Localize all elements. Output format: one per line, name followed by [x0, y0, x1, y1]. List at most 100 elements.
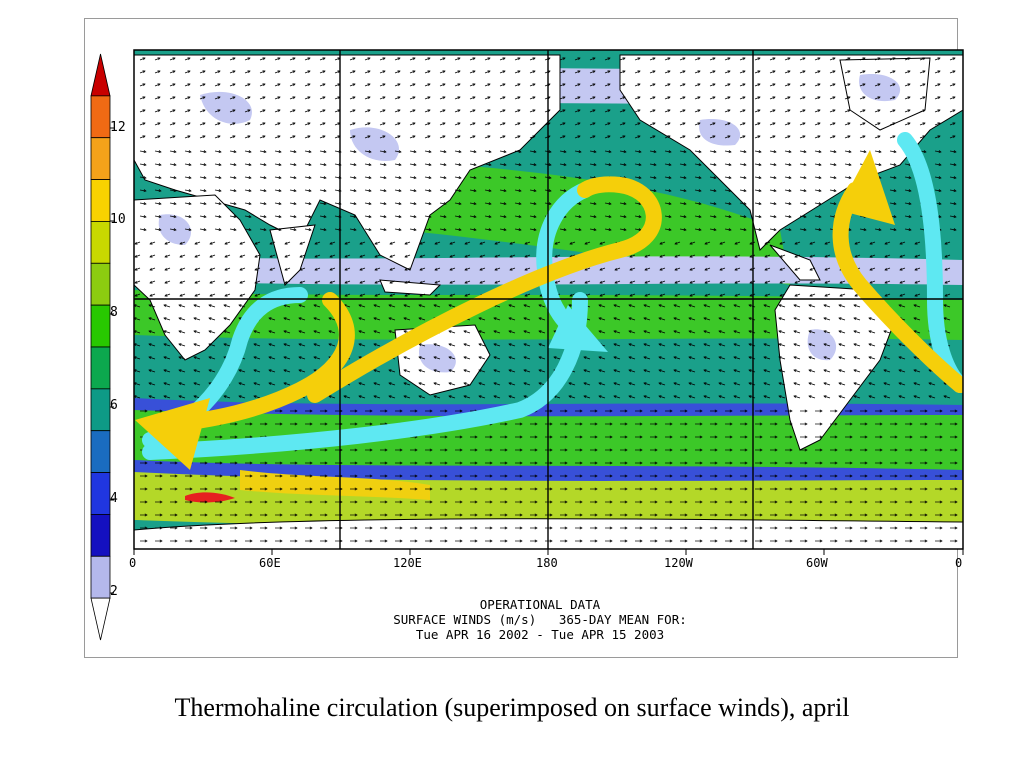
wind-vector-head: [643, 356, 647, 360]
wind-vector-head: [248, 150, 252, 154]
wind-vector-head: [238, 369, 242, 373]
wind-vector-head: [884, 267, 888, 271]
wind-vector-head: [698, 150, 702, 154]
wind-vector: [784, 189, 792, 192]
wind-vector-head: [434, 254, 438, 258]
wind-vector-head: [384, 513, 388, 517]
wind-vector-head: [779, 254, 783, 258]
wind-vector-head: [757, 122, 761, 126]
wind-vector-head: [352, 122, 356, 126]
wind-vector: [433, 382, 441, 386]
wind-vector-head: [503, 215, 507, 219]
wind-vector-head: [869, 254, 873, 258]
wind-vector-head: [712, 83, 716, 87]
wind-vector: [299, 241, 306, 245]
wind-vector-head: [457, 122, 461, 126]
wind-vector-head: [178, 343, 182, 347]
wind-vector-head: [773, 150, 777, 154]
wind-vector: [169, 189, 177, 192]
wind-vector: [484, 189, 492, 192]
wind-vector-head: [533, 202, 537, 206]
wind-vector-head: [493, 330, 497, 334]
wind-vector-head: [397, 57, 401, 61]
wind-vector: [199, 215, 207, 218]
wind-vector: [314, 254, 321, 258]
wind-vector: [454, 228, 462, 231]
wind-vector: [454, 83, 461, 87]
wind-vector-head: [613, 382, 617, 386]
wind-vector: [688, 369, 696, 373]
wind-vector-head: [743, 150, 747, 154]
wind-vector-head: [789, 487, 793, 491]
wind-vector: [904, 189, 912, 192]
wind-vector: [613, 304, 621, 308]
wind-vector-head: [178, 317, 182, 321]
wind-vector: [154, 135, 161, 139]
wind-vector-head: [219, 461, 223, 465]
wind-vector: [583, 369, 591, 373]
wind-vector: [508, 356, 516, 360]
wind-vector-head: [234, 435, 238, 439]
wind-vector-head: [322, 96, 326, 100]
wind-vector-head: [764, 293, 768, 297]
wind-vector-head: [774, 539, 778, 543]
wind-vector-head: [599, 293, 603, 297]
wind-vector-head: [578, 202, 582, 206]
wind-vector-head: [793, 317, 797, 321]
wind-vector-head: [144, 461, 148, 465]
wind-vector-head: [804, 513, 808, 517]
wind-vector-head: [399, 539, 403, 543]
wind-vector-head: [779, 280, 783, 284]
wind-vector: [274, 57, 281, 61]
wind-vector-head: [909, 409, 913, 413]
wind-vector-head: [414, 539, 418, 543]
wind-vector-head: [444, 435, 448, 439]
wind-vector: [199, 57, 206, 61]
colorbar-label-4: 4: [110, 491, 118, 506]
wind-vector: [829, 70, 836, 74]
wind-vector: [778, 343, 786, 347]
wind-vector: [149, 254, 156, 258]
wind-vector-head: [472, 83, 476, 87]
wind-vector-head: [719, 267, 723, 271]
wind-vector: [283, 356, 291, 360]
wind-vector-head: [404, 254, 408, 258]
wind-vector-head: [508, 304, 512, 308]
wind-vector-head: [493, 369, 497, 373]
wind-vector: [283, 343, 291, 347]
wind-vector-head: [134, 343, 137, 347]
wind-vector: [874, 228, 882, 231]
wind-vector: [589, 135, 596, 139]
wind-vector-head: [939, 526, 943, 530]
wind-vector: [214, 96, 221, 100]
wind-vector-head: [148, 369, 152, 373]
wind-vector: [673, 330, 681, 334]
wind-vector-head: [644, 280, 648, 284]
wind-vector-head: [863, 150, 867, 154]
wind-vector-head: [383, 215, 387, 219]
wind-vector-head: [533, 150, 537, 154]
wind-vector-head: [428, 189, 432, 193]
wind-vector: [349, 150, 357, 153]
wind-vector-head: [713, 215, 717, 219]
wind-vector: [794, 280, 801, 284]
wind-vector: [148, 317, 156, 321]
wind-vector: [409, 70, 416, 74]
wind-vector-head: [369, 513, 373, 517]
wind-vector-head: [489, 500, 493, 504]
wind-vector-head: [714, 500, 718, 504]
wind-vector: [449, 267, 456, 271]
wind-vector-head: [877, 70, 881, 74]
wind-vector: [664, 215, 672, 218]
wind-vector: [914, 280, 921, 284]
wind-vector-head: [277, 57, 281, 61]
wind-vector: [619, 135, 626, 139]
wind-vector-head: [307, 109, 311, 113]
wind-vector-head: [534, 435, 538, 439]
wind-vector-head: [704, 293, 708, 297]
wind-vector: [184, 96, 191, 100]
wind-vector-head: [759, 539, 763, 543]
wind-vector: [403, 382, 411, 386]
wind-vector: [424, 83, 431, 87]
wind-vector-head: [608, 202, 612, 206]
